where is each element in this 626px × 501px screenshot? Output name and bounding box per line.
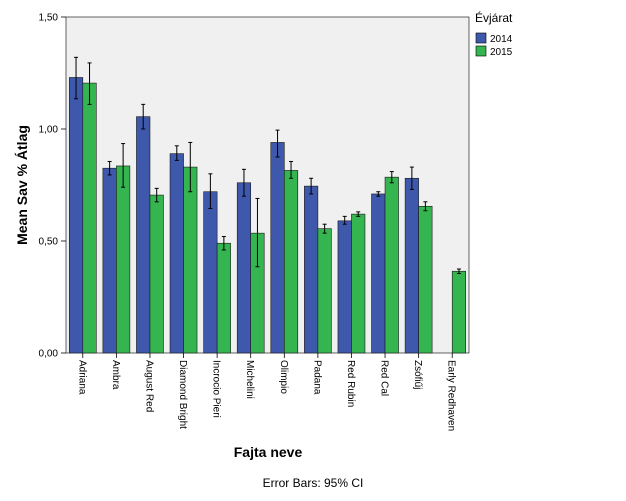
- x-axis: Adriana Ambra August Red Diamond Bright Incr…: [76, 353, 457, 431]
- x-tick-label: Olimpio: [278, 360, 289, 394]
- bar-2014: [404, 177, 419, 354]
- x-tick-label: Incrocio Pieri: [211, 360, 222, 418]
- bar-2014: [371, 193, 386, 354]
- x-tick-label: Red Rubin: [345, 360, 356, 407]
- x-tick-label: Padana: [311, 360, 322, 395]
- error-bars-group: [74, 56, 461, 274]
- y-tick-label: 1,50: [39, 13, 59, 24]
- bar-2015: [317, 228, 332, 354]
- bar-2014: [169, 153, 184, 354]
- y-tick-label: 0,00: [39, 349, 59, 360]
- bar-2015: [384, 176, 399, 354]
- bar-2015: [351, 213, 366, 354]
- x-tick-label: Ambra: [110, 360, 121, 390]
- bar-2015: [116, 165, 131, 354]
- x-axis-title: Fajta neve: [234, 444, 303, 460]
- x-tick-label: Adriana: [76, 360, 87, 395]
- legend-swatch-2015: [475, 45, 487, 57]
- x-tick-label: Red Cal: [379, 360, 390, 396]
- legend-swatch-2014: [475, 32, 487, 44]
- bar-2014: [236, 182, 252, 354]
- bar-2014: [304, 185, 319, 354]
- x-tick-label: Early Redhaven: [446, 360, 457, 431]
- bar-2015: [418, 205, 433, 354]
- legend-title: Évjárat: [475, 10, 513, 25]
- x-tick-label: Michelini: [244, 360, 255, 399]
- bar-2014: [136, 116, 151, 354]
- x-tick-label: August Red: [143, 360, 154, 412]
- y-axis-title: Mean Sav % Átlag: [14, 125, 30, 245]
- bar-2015: [82, 82, 97, 354]
- x-tick-label: Zsófiűj: [412, 360, 423, 389]
- error-bars-note: Error Bars: 95% CI: [263, 476, 364, 490]
- bar-2014: [337, 220, 352, 354]
- bar-2015: [149, 194, 164, 354]
- legend: Évjárat 2014 2015: [475, 10, 513, 58]
- y-axis: 0,00 0,50 1,00 1,50: [39, 13, 66, 360]
- legend-label-2014: 2014: [490, 34, 513, 45]
- legend-label-2015: 2015: [490, 47, 513, 58]
- bar-2014: [203, 191, 218, 354]
- bar-2015: [216, 242, 231, 354]
- bar-2015: [183, 166, 198, 354]
- bar-2015: [451, 270, 467, 354]
- plot-area: [65, 16, 470, 354]
- y-tick-label: 0,50: [39, 237, 59, 248]
- bar-2014: [270, 142, 285, 354]
- y-tick-label: 1,00: [39, 125, 59, 136]
- x-tick-label: Diamond Bright: [177, 360, 188, 429]
- bar-2014: [102, 167, 117, 354]
- bar-2014: [68, 77, 84, 354]
- bar-2015: [283, 170, 299, 354]
